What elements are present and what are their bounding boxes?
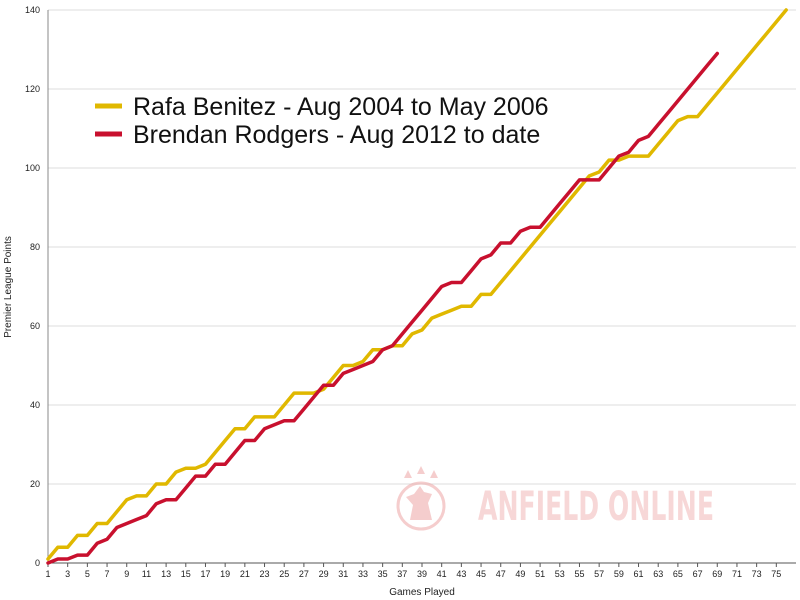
x-tick-label: 21 <box>240 569 250 579</box>
x-tick-label: 13 <box>161 569 171 579</box>
x-tick-label: 51 <box>535 569 545 579</box>
series-line-2 <box>46 51 720 565</box>
y-tick-label: 20 <box>30 479 40 489</box>
x-tick-label: 37 <box>397 569 407 579</box>
series-lines <box>46 8 788 565</box>
series-line-1 <box>46 8 788 561</box>
x-tick-label: 49 <box>515 569 525 579</box>
y-tick-label: 40 <box>30 400 40 410</box>
watermark-text: ANFIELD ONLINE <box>478 484 714 530</box>
x-tick-label: 17 <box>200 569 210 579</box>
y-tick-label: 80 <box>30 242 40 252</box>
y-tick-label: 60 <box>30 321 40 331</box>
legend-label-2: Brendan Rodgers - Aug 2012 to date <box>133 121 540 149</box>
y-tick-label: 100 <box>25 163 40 173</box>
x-tick-label: 69 <box>712 569 722 579</box>
y-tick-label: 140 <box>25 5 40 15</box>
legend: Rafa Benitez - Aug 2004 to May 2006Brend… <box>95 93 549 149</box>
x-tick-label: 53 <box>555 569 565 579</box>
x-tick-label: 71 <box>732 569 742 579</box>
x-tick-label: 35 <box>378 569 388 579</box>
x-tick-label: 7 <box>105 569 110 579</box>
x-tick-label: 63 <box>653 569 663 579</box>
x-tick-label: 9 <box>124 569 129 579</box>
x-tick-label: 5 <box>85 569 90 579</box>
x-tick-label: 59 <box>614 569 624 579</box>
y-tick-label: 0 <box>35 558 40 568</box>
x-tick-label: 39 <box>417 569 427 579</box>
watermark: ANFIELD ONLINE <box>396 466 714 531</box>
x-tick-label: 15 <box>181 569 191 579</box>
x-tick-label: 23 <box>260 569 270 579</box>
x-tick-label: 19 <box>220 569 230 579</box>
grid-lines <box>48 9 796 485</box>
x-tick-label: 47 <box>496 569 506 579</box>
x-tick-label: 3 <box>65 569 70 579</box>
x-axis-title: Games Played <box>389 587 455 598</box>
x-tick-label: 41 <box>437 569 447 579</box>
liverbird-crest-icon <box>396 466 446 531</box>
x-tick-label: 27 <box>299 569 309 579</box>
x-tick-label: 45 <box>476 569 486 579</box>
x-tick-label: 25 <box>279 569 289 579</box>
x-tick-label: 57 <box>594 569 604 579</box>
y-axis-title: Premier League Points <box>3 236 14 338</box>
x-tick-label: 73 <box>752 569 762 579</box>
x-tick-label: 75 <box>771 569 781 579</box>
x-tick-label: 11 <box>142 569 151 579</box>
x-tick-label: 55 <box>574 569 584 579</box>
x-tick-label: 65 <box>673 569 683 579</box>
x-tick-label: 1 <box>45 569 50 579</box>
x-tick-label: 29 <box>319 569 329 579</box>
x-tick-label: 31 <box>338 569 348 579</box>
y-tick-label: 120 <box>25 84 40 94</box>
x-tick-label: 61 <box>634 569 644 579</box>
legend-label-1: Rafa Benitez - Aug 2004 to May 2006 <box>133 93 549 121</box>
x-tick-label: 33 <box>358 569 368 579</box>
x-tick-label: 43 <box>456 569 466 579</box>
x-tick-label: 67 <box>693 569 703 579</box>
